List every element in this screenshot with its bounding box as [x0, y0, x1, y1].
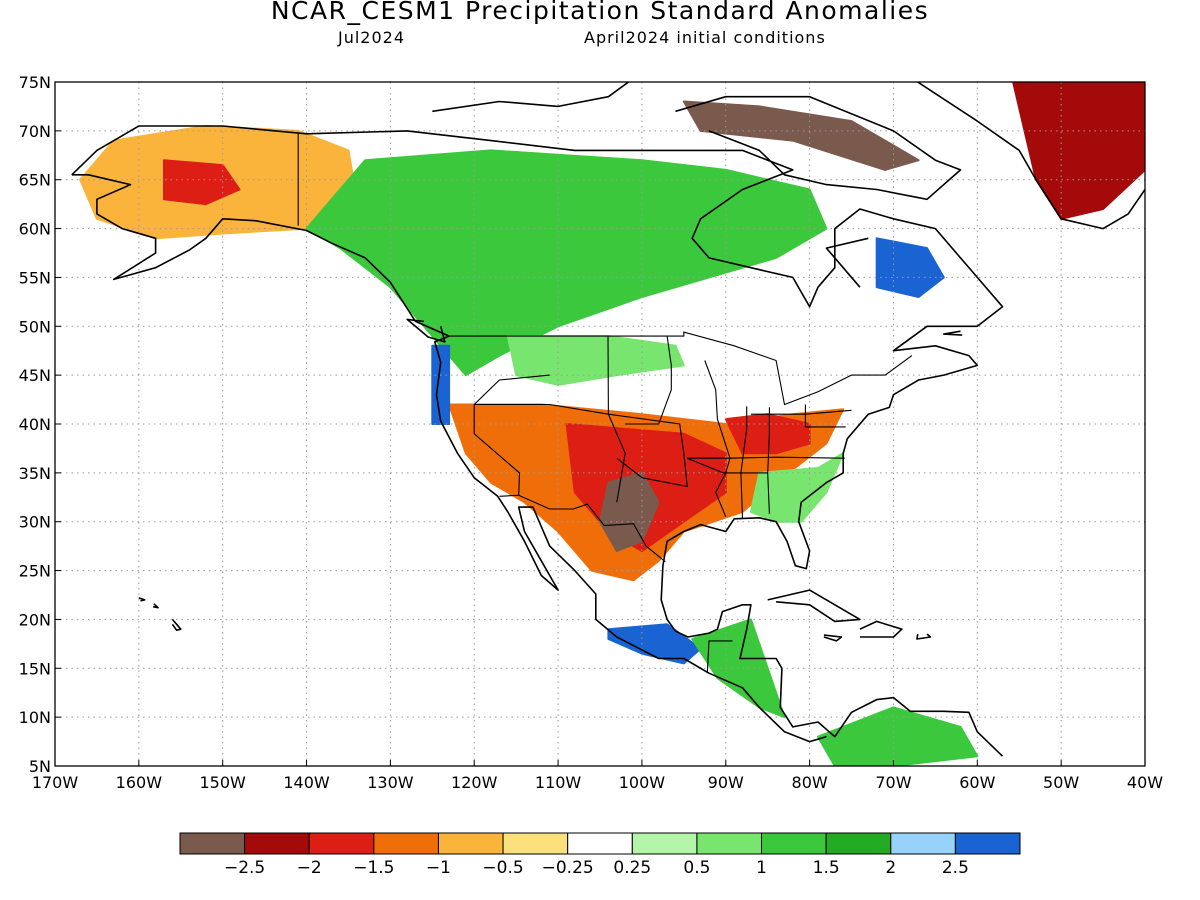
colorbar-swatch — [373, 832, 439, 855]
coastline — [675, 95, 962, 201]
anomaly-region-greenland — [1012, 82, 1145, 220]
anomaly-region-baffin-island — [682, 100, 920, 171]
coastline — [138, 597, 146, 602]
colorbar-label: 2.5 — [942, 858, 969, 878]
colorbar-swatch — [761, 832, 827, 855]
lat-tick-label: 70N — [19, 122, 51, 141]
colorbar-label: 0.25 — [613, 858, 651, 878]
anomaly-fill-layer — [79, 82, 1145, 766]
anomaly-region-pacific-northwest-coast — [431, 344, 451, 425]
colorbar-swatch — [954, 832, 1021, 855]
coastline — [171, 618, 182, 631]
lat-tick-label: 45N — [19, 366, 51, 385]
colorbar-swatch — [308, 832, 375, 855]
coastline — [406, 318, 446, 343]
colorbar-label: −1 — [426, 858, 451, 878]
colorbar-swatch — [890, 832, 956, 855]
colorbar-label: 1.5 — [813, 858, 840, 878]
colorbar-label: −2.5 — [224, 858, 265, 878]
anomaly-region-alaska-core — [163, 159, 241, 206]
lon-tick-label: 60W — [959, 773, 995, 792]
political-border — [804, 404, 846, 428]
lat-tick-label: 55N — [19, 268, 51, 287]
latitude-axis: 75N 70N 65N 60N 55N 50N 45N 40N 35N 30N 25N 20N 15N 1… — [19, 73, 61, 776]
lat-tick-label: 10N — [19, 708, 51, 727]
colorbar-label: 0.5 — [683, 858, 710, 878]
coastline — [823, 634, 843, 642]
lat-tick-label: 20N — [19, 610, 51, 629]
political-border — [750, 409, 852, 415]
political-border — [473, 374, 550, 496]
political-border — [499, 494, 666, 563]
coastline — [71, 174, 827, 743]
coastline-layer — [71, 82, 1145, 757]
coastline — [71, 125, 1004, 757]
lat-tick-label: 65N — [19, 171, 51, 190]
anomaly-region-southeast-us — [749, 452, 845, 523]
colorbar-swatch — [179, 832, 246, 855]
lon-tick-label: 110W — [535, 773, 582, 792]
coastline — [767, 589, 861, 623]
lon-tick-label: 170W — [32, 773, 79, 792]
lon-tick-label: 50W — [1043, 773, 1079, 792]
lon-tick-label: 130W — [367, 773, 414, 792]
lon-tick-label: 40W — [1127, 773, 1163, 792]
coastline — [859, 620, 903, 638]
lat-tick-label: 15N — [19, 659, 51, 678]
colorbar-swatch — [437, 832, 504, 855]
lat-tick-label: 5N — [29, 757, 51, 776]
colorbar-swatch — [825, 832, 892, 855]
colorbar-label: −0.25 — [542, 858, 594, 878]
coastline — [152, 603, 159, 609]
lon-tick-label: 70W — [875, 773, 911, 792]
anomaly-region-labrador — [875, 237, 945, 298]
lon-tick-label: 150W — [200, 773, 247, 792]
map-title: NCAR_CESM1 Precipitation Standard Anomal… — [270, 0, 930, 25]
lat-tick-label: 25N — [19, 562, 51, 581]
valid-month-label: Jul2024 — [338, 28, 406, 47]
lat-tick-label: 35N — [19, 464, 51, 483]
lat-tick-label: 60N — [19, 220, 51, 239]
colorbar — [179, 832, 1021, 855]
political-border — [474, 403, 688, 488]
lat-tick-label: 30N — [19, 513, 51, 532]
lon-tick-label: 140W — [283, 773, 330, 792]
lon-tick-label: 120W — [451, 773, 498, 792]
lat-tick-label: 75N — [19, 73, 51, 92]
colorbar-label: −1.5 — [353, 858, 394, 878]
lon-tick-label: 90W — [708, 773, 744, 792]
colorbar-label: 1 — [756, 858, 767, 878]
lon-tick-label: 160W — [116, 773, 163, 792]
colorbar-swatch — [502, 832, 569, 855]
anomaly-region-prairies — [506, 335, 685, 386]
political-border — [625, 336, 672, 425]
init-conditions-label: April2024 initial conditions — [584, 28, 826, 47]
coastline — [916, 82, 1145, 230]
colorbar-swatch — [244, 832, 310, 855]
colorbar-swatch — [631, 832, 698, 855]
colorbar-label: −2 — [297, 858, 322, 878]
political-border — [449, 331, 913, 406]
colorbar-labels: −2.5 −2 −1.5 −1 −0.5 −0.25 0.25 0.5 1 1.5 2 2.5 — [224, 858, 969, 878]
coastline — [825, 237, 869, 288]
lon-tick-label: 80W — [792, 773, 828, 792]
political-border — [740, 406, 748, 519]
colorbar-label: 2 — [885, 858, 896, 878]
political-border — [607, 336, 626, 503]
lat-tick-label: 40N — [19, 415, 51, 434]
coastline — [916, 633, 932, 640]
coastline — [432, 82, 630, 113]
political-border — [706, 640, 733, 674]
anomaly-region-northern-south-america — [817, 706, 979, 766]
colorbar-swatch — [696, 832, 763, 855]
political-border — [767, 407, 770, 514]
colorbar-label: −0.5 — [482, 858, 523, 878]
longitude-axis: 170W 160W 150W 140W 130W 120W 110W 100W 90W 80W 70… — [32, 760, 1163, 792]
coastline — [943, 330, 963, 336]
lat-tick-label: 50N — [19, 317, 51, 336]
anomaly-region-southern-mexico — [607, 623, 702, 665]
colorbar-swatch — [567, 832, 633, 855]
lon-tick-label: 100W — [619, 773, 666, 792]
